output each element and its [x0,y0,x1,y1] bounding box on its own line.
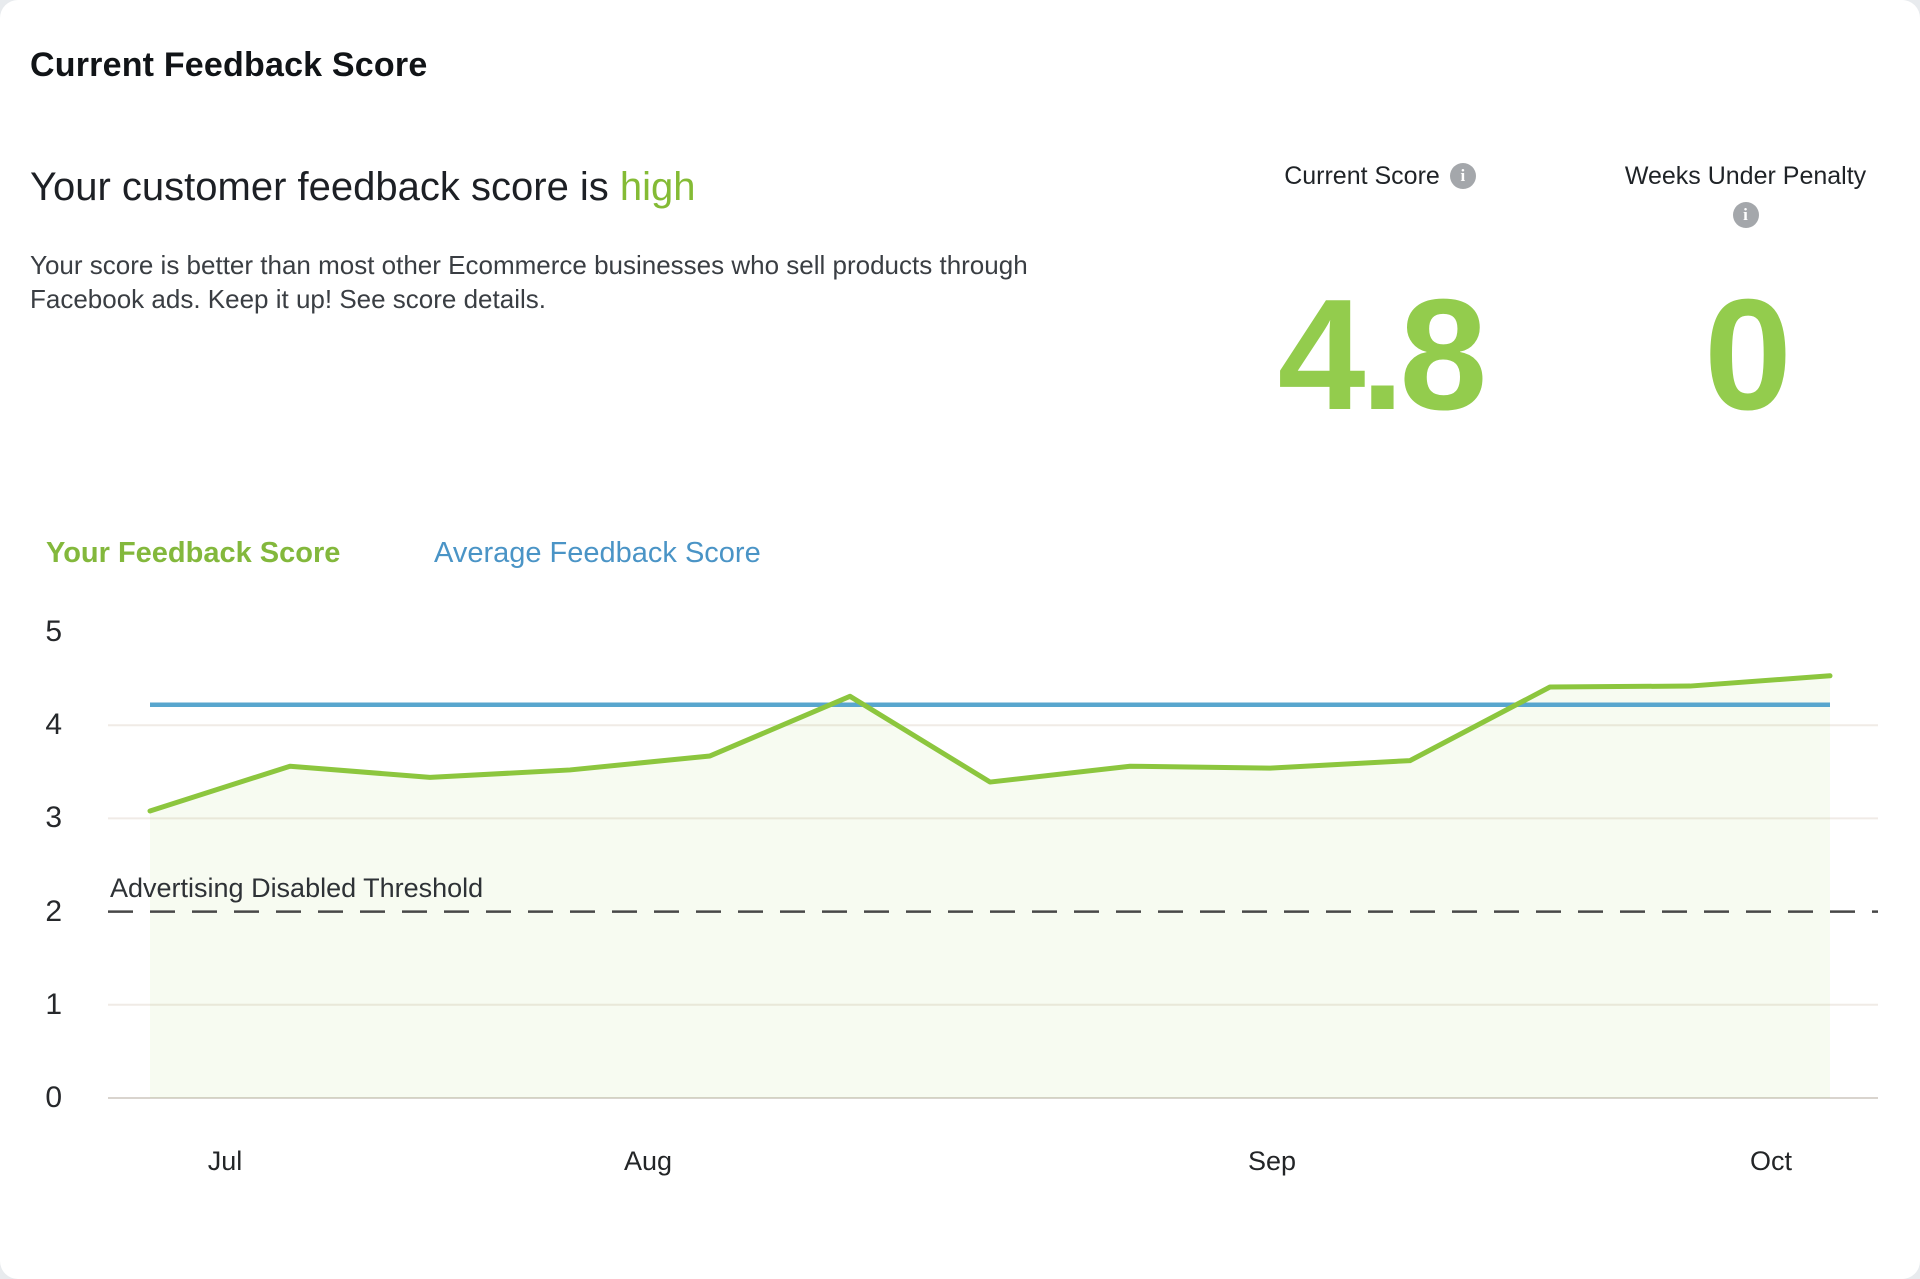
legend-average-feedback-score[interactable]: Average Feedback Score [434,537,761,569]
headline-text: Your customer feedback score is [30,165,620,209]
x-tick-label: Oct [1749,1146,1793,1176]
threshold-label: Advertising Disabled Threshold [110,872,484,903]
y-tick-label: 5 [45,615,62,648]
y-tick-label: 1 [45,987,62,1021]
weeks-under-penalty-stat: Weeks Under Penalty [1578,160,1913,192]
current-score-stat: Current Score i [1240,160,1520,192]
chart-canvas [108,673,1878,1099]
y-tick-label: 0 [45,1081,62,1114]
x-tick-label: Sep [1247,1146,1297,1176]
weeks-under-penalty-value: 0 [1704,267,1792,443]
y-tick-label: 4 [45,708,62,742]
your-feedback-score-area [150,675,1830,1098]
weeks-under-penalty-label: Weeks Under Penalty [1624,161,1867,190]
x-tick-label: Aug [623,1146,673,1176]
your-feedback-score-line [147,673,1833,814]
feedback-score-chart: 5 4 3 2 1 0 Jul Aug Sep Oct Advertising Disabled T… [0,585,1920,1199]
description: Your score is better than most other Eco… [30,248,1105,316]
current-score-value: 4.8 [1277,267,1488,443]
x-tick-label: Jul [207,1146,243,1176]
current-score-label: Current Score [1284,161,1440,190]
y-tick-label: 3 [45,801,62,835]
current-score-info-icon[interactable]: i [1449,163,1476,189]
description-text: Your score is better than most other Eco… [30,250,1028,314]
see-score-details-link[interactable]: See score details. [339,284,546,314]
weeks-under-penalty-info-icon[interactable]: i [1732,202,1759,228]
headline-highlight: high [619,165,696,209]
headline: Your customer feedback score is high [30,163,696,211]
y-tick-label: 2 [45,894,62,928]
page-title: Current Feedback Score [30,46,428,84]
legend-your-feedback-score[interactable]: Your Feedback Score [46,537,341,569]
weeks-under-penalty-info-row: i [1578,202,1913,228]
